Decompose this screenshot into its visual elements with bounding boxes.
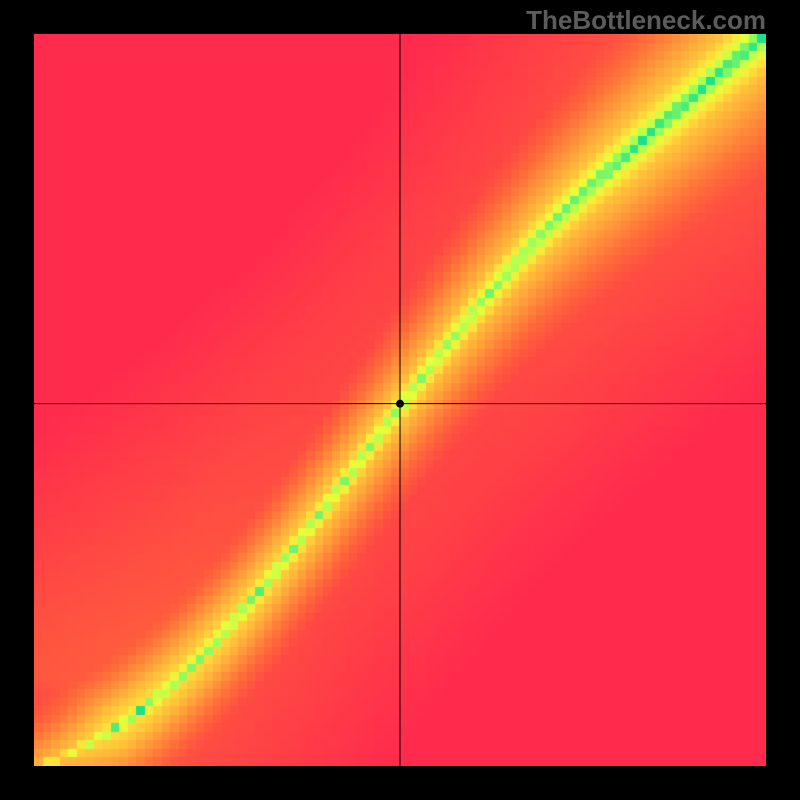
chart-container: TheBottleneck.com <box>0 0 800 800</box>
bottleneck-heatmap <box>34 34 766 766</box>
watermark-text: TheBottleneck.com <box>526 5 766 36</box>
